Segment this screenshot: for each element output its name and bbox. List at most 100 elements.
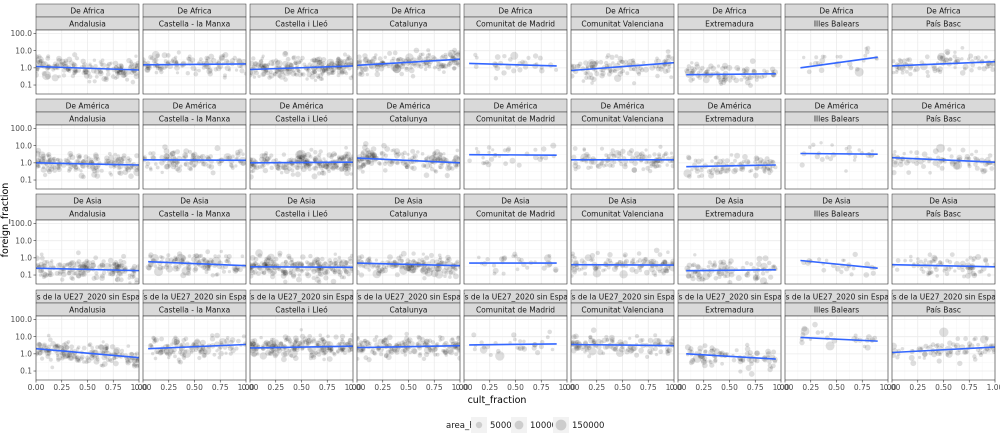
data-point	[270, 274, 276, 280]
data-point	[383, 353, 389, 359]
data-point	[374, 342, 379, 348]
data-point	[76, 269, 80, 274]
data-point	[632, 66, 638, 72]
data-point	[208, 257, 214, 264]
data-point	[573, 160, 578, 166]
data-point	[128, 357, 134, 363]
data-point	[120, 69, 126, 74]
data-point	[533, 147, 538, 152]
data-point	[165, 351, 169, 356]
data-point	[657, 164, 662, 168]
data-point	[380, 151, 386, 157]
data-point	[316, 257, 321, 262]
data-point	[439, 260, 444, 265]
point-layer	[357, 250, 460, 281]
data-point	[612, 69, 616, 73]
data-point	[455, 51, 460, 57]
data-point	[132, 62, 139, 69]
data-point	[181, 266, 191, 276]
data-point	[607, 252, 613, 258]
x-tick-label: 0.75	[105, 383, 122, 392]
data-point	[250, 157, 253, 163]
data-point	[918, 259, 923, 264]
data-point	[357, 164, 361, 170]
strip-region-label: País Basc	[926, 210, 961, 219]
data-point	[121, 253, 127, 259]
data-point	[371, 152, 378, 158]
data-point	[262, 167, 269, 174]
data-point	[726, 64, 733, 71]
strip-region-label: Castella i Lleó	[275, 20, 328, 29]
data-point	[933, 259, 937, 264]
data-point	[170, 59, 175, 63]
data-point	[441, 349, 445, 353]
data-point	[91, 275, 97, 281]
data-point	[197, 68, 201, 73]
fit-line	[250, 161, 353, 164]
data-point	[86, 156, 91, 161]
data-point	[300, 166, 307, 173]
data-point	[432, 150, 437, 155]
data-point	[387, 334, 393, 341]
data-point	[708, 169, 713, 173]
data-point	[192, 267, 198, 273]
data-point	[55, 62, 60, 67]
data-point	[315, 340, 320, 345]
data-point	[587, 354, 592, 359]
data-point	[744, 158, 751, 165]
data-point	[737, 162, 743, 168]
data-point	[343, 260, 349, 265]
data-point	[106, 61, 112, 67]
data-point	[73, 167, 78, 172]
data-point	[754, 77, 759, 82]
data-point	[357, 336, 360, 342]
data-point	[738, 369, 743, 374]
data-point	[37, 351, 43, 356]
data-point	[59, 58, 66, 65]
data-point	[201, 264, 207, 270]
data-point	[935, 350, 941, 357]
data-point	[336, 349, 340, 354]
panel-border	[356, 219, 461, 285]
data-point	[274, 158, 279, 162]
data-point	[173, 55, 178, 59]
data-point	[666, 348, 671, 354]
data-point	[410, 156, 415, 160]
strip-origin-label: De Africa	[177, 7, 211, 16]
data-point	[434, 270, 444, 279]
data-point	[93, 152, 99, 158]
data-point	[151, 50, 160, 59]
data-point	[285, 68, 289, 72]
data-point	[975, 347, 981, 353]
data-point	[762, 255, 769, 262]
data-point	[983, 161, 989, 168]
data-point	[601, 268, 605, 273]
data-point	[65, 353, 71, 359]
data-point	[333, 152, 337, 157]
data-point	[744, 273, 749, 278]
data-point	[181, 353, 187, 358]
data-point	[381, 338, 386, 343]
data-point	[384, 265, 389, 270]
data-point	[953, 50, 957, 54]
data-point	[106, 358, 110, 363]
data-point	[417, 335, 423, 341]
data-point	[265, 70, 270, 76]
data-point	[590, 257, 595, 262]
data-point	[118, 258, 123, 263]
data-point	[267, 261, 271, 266]
data-point	[382, 161, 388, 166]
data-point	[744, 261, 750, 266]
data-point	[604, 163, 609, 167]
data-point	[467, 158, 472, 164]
data-point	[78, 269, 86, 277]
panel-border	[356, 29, 461, 95]
data-point	[41, 155, 46, 160]
data-point	[591, 338, 596, 343]
data-point	[857, 148, 861, 152]
data-point	[134, 358, 139, 363]
data-point	[574, 346, 580, 352]
data-point	[45, 56, 51, 61]
data-point	[661, 271, 666, 276]
data-point	[954, 59, 958, 63]
